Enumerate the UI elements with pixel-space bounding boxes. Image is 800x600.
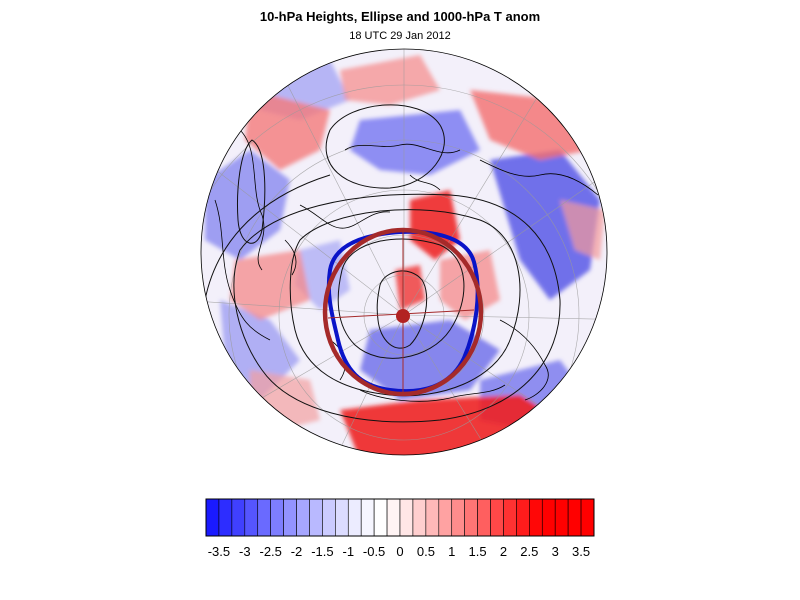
graticule	[201, 49, 607, 455]
colorbar-frame	[205, 498, 595, 537]
colorbar-box	[347, 498, 362, 537]
colorbar-box	[283, 498, 297, 537]
colorbar-box	[425, 498, 440, 537]
colorbar-box	[373, 498, 388, 537]
colorbar-tick-label: 3	[552, 544, 559, 559]
colorbar-tick-label: -2.5	[259, 544, 281, 559]
colorbar-box	[399, 498, 414, 537]
colorbar-tick-label: -1.5	[311, 544, 333, 559]
colorbar-box	[231, 498, 246, 537]
warm-anomaly-region	[440, 250, 500, 320]
colorbar-tick-label: -3.5	[208, 544, 230, 559]
colorbar-tick-label: 2.5	[520, 544, 538, 559]
colorbar-box	[386, 498, 401, 537]
warm-anomaly-region	[245, 90, 330, 170]
colorbar-tick-label: -3	[239, 544, 251, 559]
warm-anomaly-region	[560, 200, 605, 260]
polar-stereographic-map	[200, 48, 608, 456]
height-contours	[204, 104, 561, 423]
colorbar-tick-label: 2	[500, 544, 507, 559]
colorbar-box	[322, 498, 336, 537]
colorbar-box	[270, 498, 284, 537]
colorbar-box	[309, 498, 323, 537]
coastlines	[214, 129, 599, 402]
colorbar-box	[580, 498, 595, 537]
colorbar-box	[438, 498, 453, 537]
ellipse-center-marker	[396, 309, 410, 323]
colorbar-tick-label: -0.5	[363, 544, 385, 559]
colorbar-box	[360, 498, 375, 537]
colorbar-box	[205, 498, 220, 537]
colorbar-tick-label: 1.5	[469, 544, 487, 559]
cold-anomaly-region	[360, 320, 500, 400]
colorbar-box	[554, 498, 569, 537]
colorbar-box	[477, 498, 491, 537]
colorbar-box	[529, 498, 543, 537]
colorbar-box	[296, 498, 310, 537]
red-ellipse	[322, 227, 484, 397]
cold-anomaly-region	[490, 150, 600, 300]
warm-anomaly-region	[340, 55, 440, 105]
globe-outline	[200, 48, 608, 456]
colorbar-box	[541, 498, 556, 537]
colorbar-box	[335, 498, 349, 537]
colorbar-tick-label: 0	[396, 544, 403, 559]
colorbar-box	[567, 498, 582, 537]
colorbar-box	[490, 498, 504, 537]
cold-anomaly-region	[205, 150, 290, 260]
colorbar-tick-label: -1	[343, 544, 355, 559]
colorbar-box	[503, 498, 517, 537]
colorbar-box	[218, 498, 233, 537]
cold-anomaly-region	[350, 110, 480, 175]
colorbar-tick-label: 3.5	[572, 544, 590, 559]
colorbar-box	[451, 498, 465, 537]
colorbar-box	[244, 498, 259, 537]
map-title: 10-hPa Heights, Ellipse and 1000-hPa T a…	[259, 9, 541, 24]
colorbar-box	[516, 498, 530, 537]
colorbar-tick-label: -2	[291, 544, 303, 559]
map-subtitle: 18 UTC 29 Jan 2012	[349, 30, 451, 42]
colorbar-tick-label: 0.5	[417, 544, 435, 559]
colorbar-box	[412, 498, 427, 537]
colorbar-tick-label: 1	[448, 544, 455, 559]
warm-anomaly-region	[230, 250, 310, 320]
colorbar-box	[464, 498, 478, 537]
colorbar-box	[257, 498, 271, 537]
